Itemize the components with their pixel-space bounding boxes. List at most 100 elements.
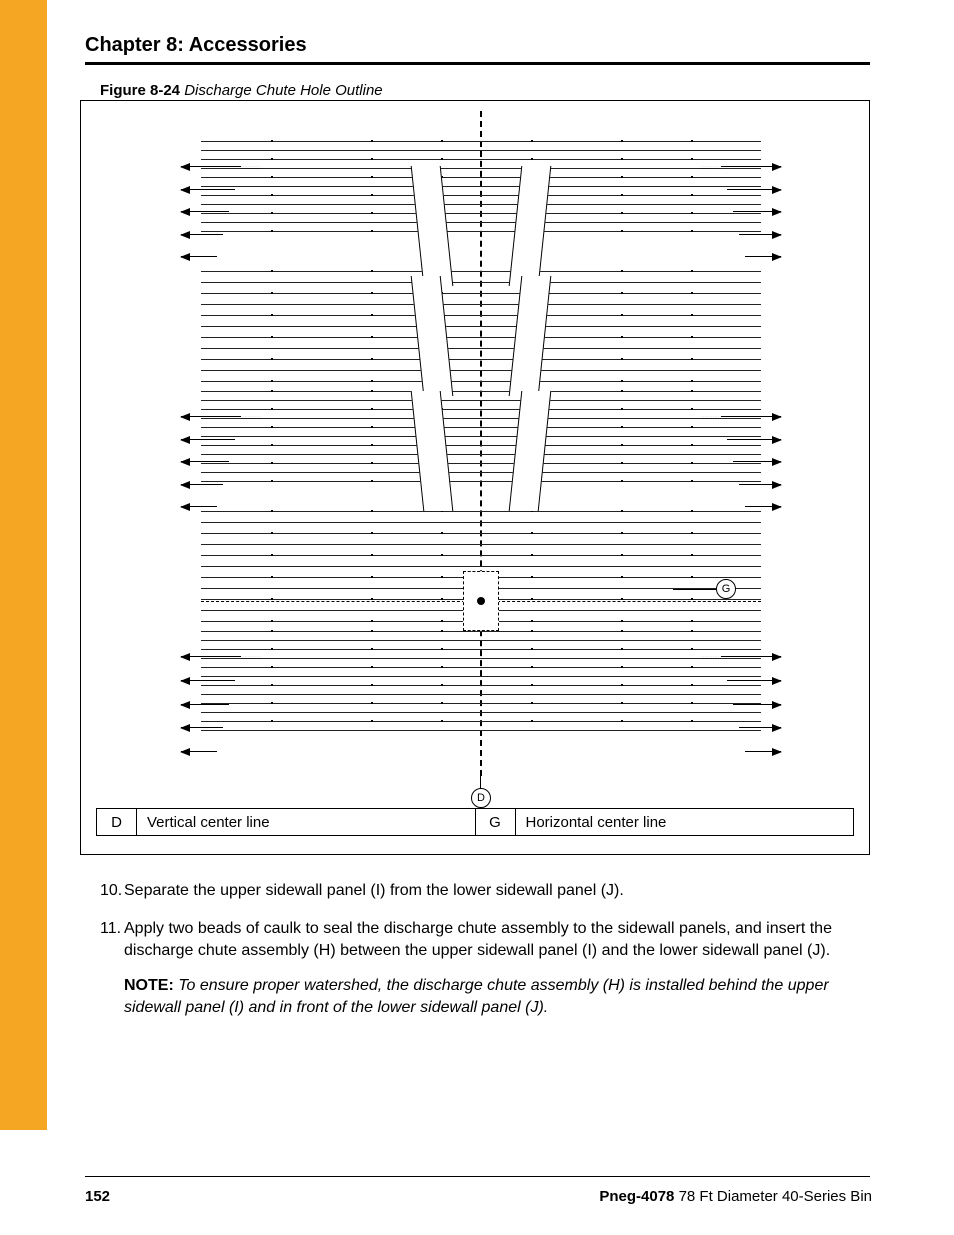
- bolt-dot: [441, 554, 443, 556]
- step-text: Apply two beads of caulk to seal the dis…: [124, 918, 870, 961]
- bolt-dot: [271, 158, 273, 160]
- panel-line: [201, 195, 761, 196]
- panel-line: [201, 159, 761, 160]
- bolt-dot: [271, 554, 273, 556]
- bolt-dot: [441, 720, 443, 722]
- panel-line: [201, 150, 761, 151]
- legend-table: D Vertical center line G Horizontal cent…: [96, 808, 854, 836]
- bolt-dot: [441, 684, 443, 686]
- bolt-dot: [271, 702, 273, 704]
- panel-line: [201, 631, 761, 632]
- panel-arrow: [181, 416, 241, 417]
- bolt-dot: [371, 390, 373, 392]
- panel-arrow: [745, 751, 781, 752]
- bolt-dot: [691, 532, 693, 534]
- bolt-dot: [371, 212, 373, 214]
- bolt-dot: [531, 630, 533, 632]
- panel-line: [201, 222, 761, 223]
- bolt-dot: [621, 380, 623, 382]
- panel-line: [201, 640, 761, 641]
- bolt-dot: [271, 720, 273, 722]
- bolt-dot: [271, 462, 273, 464]
- bolt-dot: [531, 576, 533, 578]
- panel-arrow: [733, 704, 781, 705]
- panel-arrow: [181, 727, 223, 728]
- bolt-dot: [691, 140, 693, 142]
- bolt-dot: [621, 426, 623, 428]
- bolt-dot: [621, 140, 623, 142]
- bolt-dot: [691, 336, 693, 338]
- bolt-dot: [691, 630, 693, 632]
- figure-label: Figure 8-24: [100, 82, 180, 99]
- cutout-outline: [411, 276, 454, 396]
- bolt-dot: [441, 158, 443, 160]
- bolt-dot: [621, 648, 623, 650]
- bolt-dot: [441, 702, 443, 704]
- panel-line: [201, 293, 761, 294]
- bolt-dot: [621, 684, 623, 686]
- bolt-dot: [621, 720, 623, 722]
- bolt-dot: [691, 666, 693, 668]
- bolt-dot: [371, 630, 373, 632]
- legend-key-g: G: [476, 809, 516, 835]
- bolt-dot: [531, 158, 533, 160]
- stipple-col: ::::::::::::::::::::::::::::::::::::::::…: [701, 416, 721, 506]
- bolt-dot: [271, 426, 273, 428]
- panel-line: [201, 721, 761, 722]
- callout-g: G: [716, 579, 736, 599]
- panel-line: [201, 533, 761, 534]
- bolt-dot: [691, 176, 693, 178]
- bolt-dot: [371, 336, 373, 338]
- bolt-dot: [371, 510, 373, 512]
- panel-line: [201, 141, 761, 142]
- bolt-dot: [271, 408, 273, 410]
- bolt-dot: [441, 598, 443, 600]
- bolt-dot: [691, 390, 693, 392]
- doc-id: Pneg-4078: [599, 1188, 674, 1205]
- bolt-dot: [691, 598, 693, 600]
- bolt-dot: [271, 598, 273, 600]
- bolt-dot: [691, 554, 693, 556]
- bolt-dot: [531, 684, 533, 686]
- note-label: NOTE:: [124, 977, 174, 994]
- step-number: 11.: [100, 918, 124, 961]
- bolt-dot: [441, 576, 443, 578]
- panel-line: [201, 703, 761, 704]
- bolt-dot: [271, 480, 273, 482]
- cutout-outline: [509, 276, 552, 396]
- panel-arrow: [181, 680, 235, 681]
- bolt-dot: [691, 270, 693, 272]
- figure-title: Discharge Chute Hole Outline: [184, 82, 382, 99]
- bolt-dot: [371, 684, 373, 686]
- panel-line: [201, 566, 761, 567]
- panel-line: [201, 544, 761, 545]
- bolt-dot: [621, 230, 623, 232]
- note-text: To ensure proper watershed, the discharg…: [124, 977, 829, 1016]
- bolt-dot: [621, 270, 623, 272]
- bolt-dot: [371, 314, 373, 316]
- panel-line: [201, 511, 761, 512]
- bolt-dot: [621, 532, 623, 534]
- bolt-dot: [271, 648, 273, 650]
- panel-line: [201, 522, 761, 523]
- panel-line: [201, 658, 761, 659]
- chapter-title: Chapter 8: Accessories: [85, 34, 307, 57]
- panel-line: [201, 381, 761, 382]
- bolt-dot: [531, 554, 533, 556]
- bolt-dot: [621, 194, 623, 196]
- bolt-dot: [691, 684, 693, 686]
- panel-line: [201, 427, 761, 428]
- panel-arrow: [181, 439, 235, 440]
- bolt-dot: [271, 630, 273, 632]
- bolt-dot: [621, 480, 623, 482]
- bolt-dot: [371, 620, 373, 622]
- panel-arrow: [733, 211, 781, 212]
- bolt-dot: [621, 358, 623, 360]
- stipple-col: ::::::::::::::::::::::::::::::::::::::::…: [241, 166, 261, 256]
- figure-box: ::::::::::::::::::::::::::::::::::::::::…: [80, 100, 870, 855]
- bolt-dot: [371, 194, 373, 196]
- bolt-dot: [621, 408, 623, 410]
- panel-line: [201, 463, 761, 464]
- step-11: 11. Apply two beads of caulk to seal the…: [100, 918, 870, 1018]
- bolt-dot: [621, 598, 623, 600]
